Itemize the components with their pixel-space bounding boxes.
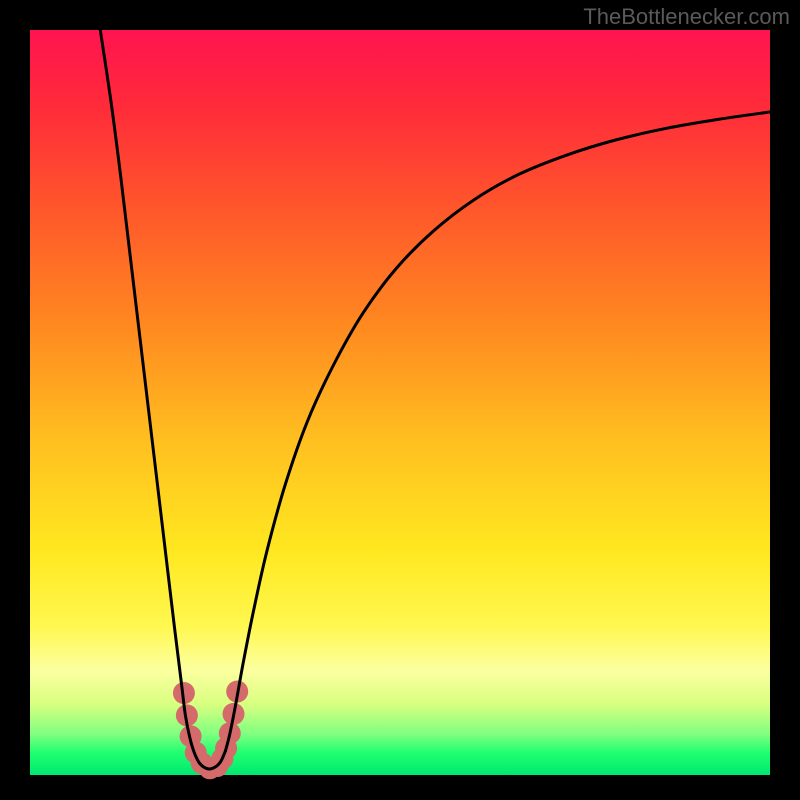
plot-background (30, 30, 770, 775)
chart-canvas: TheBottlenecker.com (0, 0, 800, 800)
gradient-plot (0, 0, 800, 800)
watermark-text: TheBottlenecker.com (583, 4, 790, 30)
